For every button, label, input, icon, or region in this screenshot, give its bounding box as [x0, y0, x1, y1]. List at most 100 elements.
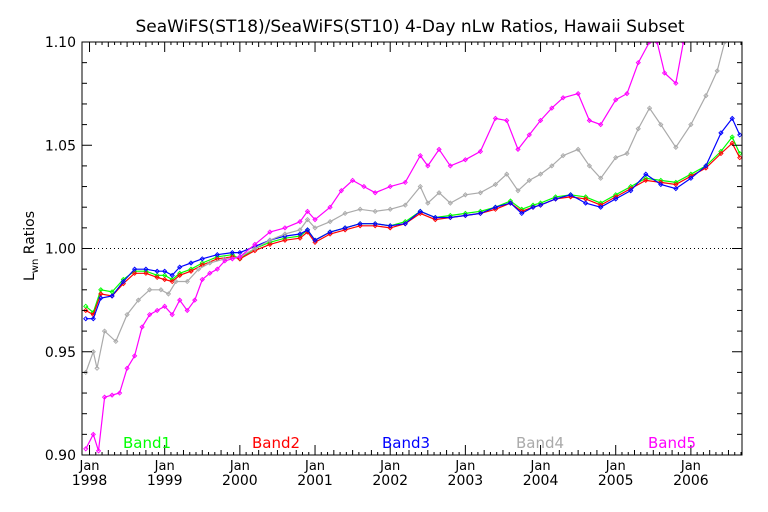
- data-point-band5: [402, 179, 408, 186]
- data-point-band3: [477, 210, 484, 217]
- data-point-band5: [199, 276, 205, 283]
- data-point-band5: [312, 216, 318, 223]
- data-point-band5: [504, 117, 510, 124]
- x-tick-year: 2006: [673, 473, 709, 489]
- data-point-band4: [312, 225, 318, 231]
- data-point-band5: [526, 132, 532, 138]
- y-tick-label: 1.05: [45, 138, 76, 154]
- data-point-band3: [98, 295, 104, 301]
- data-point-band5: [447, 163, 453, 169]
- data-point-band4: [526, 177, 532, 183]
- data-point-band4: [207, 260, 213, 266]
- data-point-band3: [304, 227, 311, 233]
- series-layer: [83, 42, 742, 454]
- data-point-band5: [372, 190, 378, 196]
- data-point-band2: [297, 235, 303, 241]
- data-point-band4: [327, 219, 333, 225]
- data-point-band3: [387, 223, 393, 229]
- data-point-band2: [143, 270, 149, 276]
- data-point-band3: [492, 204, 499, 210]
- data-point-band3: [109, 293, 115, 299]
- data-point-band1: [109, 289, 115, 295]
- x-tick-year: 1998: [72, 473, 108, 489]
- data-point-band5: [229, 256, 235, 262]
- data-point-band5: [673, 80, 679, 86]
- data-point-band5: [680, 42, 687, 45]
- data-point-band5: [169, 311, 175, 318]
- legend-entry-band2: Band2: [252, 434, 300, 452]
- data-point-band3: [613, 196, 619, 202]
- x-tick-year: 1999: [147, 473, 183, 489]
- series-line-band1: [85, 135, 741, 314]
- legend-entry-band4: Band4: [516, 434, 564, 452]
- x-tick-month: Jan: [379, 459, 400, 474]
- data-point-band4: [90, 349, 96, 355]
- data-point-band5: [297, 219, 303, 225]
- data-point-band3: [583, 200, 589, 206]
- data-point-band5: [192, 297, 198, 303]
- data-point-band4: [267, 237, 273, 243]
- data-point-band4: [635, 126, 641, 132]
- data-point-band4: [147, 287, 153, 293]
- data-point-band5: [139, 324, 145, 330]
- x-tick-year: 2001: [297, 473, 333, 489]
- data-point-band4: [387, 206, 393, 212]
- data-point-band3: [718, 130, 724, 136]
- data-point-band4: [158, 287, 164, 293]
- data-point-band2: [729, 140, 735, 146]
- data-point-band3: [462, 212, 469, 219]
- series-line-band2: [85, 142, 741, 316]
- data-point-band5: [282, 225, 288, 231]
- data-point-band2: [98, 291, 104, 297]
- data-point-band5: [90, 431, 96, 437]
- data-point-band3: [120, 278, 126, 285]
- data-point-band5: [624, 90, 630, 97]
- data-point-band5: [101, 394, 108, 400]
- x-tick-month: Jan: [605, 459, 626, 474]
- data-point-band2: [131, 270, 138, 276]
- data-point-band3: [729, 115, 735, 122]
- data-point-band5: [537, 117, 544, 124]
- data-point-band4: [673, 144, 679, 150]
- data-point-band3: [237, 249, 243, 256]
- data-point-band5: [116, 390, 123, 396]
- data-point-band2: [154, 274, 160, 281]
- data-point-band4: [575, 146, 581, 153]
- data-point-band3: [188, 260, 194, 266]
- data-point-band5: [338, 188, 344, 194]
- data-point-band3: [357, 221, 363, 227]
- data-point-band3: [530, 204, 536, 210]
- data-point-band1: [162, 272, 168, 278]
- series-line-band3: [85, 117, 741, 320]
- data-point-band4: [477, 190, 484, 196]
- data-point-band3: [598, 204, 604, 210]
- data-point-band3: [658, 181, 664, 188]
- series-band5: [83, 42, 687, 454]
- data-point-band4: [425, 200, 431, 206]
- x-tick-year: 2002: [372, 473, 408, 489]
- y-tick-label: 1.00: [45, 242, 76, 258]
- data-point-band2: [162, 276, 168, 283]
- data-point-band4: [714, 68, 720, 74]
- data-point-band5: [477, 148, 484, 155]
- data-point-band3: [673, 185, 679, 192]
- data-point-band4: [560, 152, 566, 159]
- data-point-band1: [83, 303, 89, 309]
- data-point-band5: [237, 254, 243, 260]
- data-point-band2: [643, 177, 649, 183]
- data-point-band3: [552, 196, 559, 202]
- data-point-band3: [154, 268, 160, 274]
- data-point-band5: [267, 229, 273, 235]
- x-tick-year: 2000: [222, 473, 258, 489]
- data-point-band4: [646, 105, 653, 111]
- data-point-band5: [222, 258, 228, 264]
- data-point-band2: [83, 307, 89, 314]
- data-point-band3: [402, 221, 408, 227]
- y-tick-label: 0.95: [45, 345, 76, 361]
- x-axis: Jan1998Jan1999Jan2000Jan2001Jan2002Jan20…: [72, 42, 742, 489]
- data-point-band4: [624, 150, 630, 157]
- data-point-band4: [135, 297, 142, 303]
- data-point-band5: [635, 60, 641, 66]
- data-point-band1: [729, 134, 735, 140]
- x-tick-month: Jan: [304, 459, 325, 474]
